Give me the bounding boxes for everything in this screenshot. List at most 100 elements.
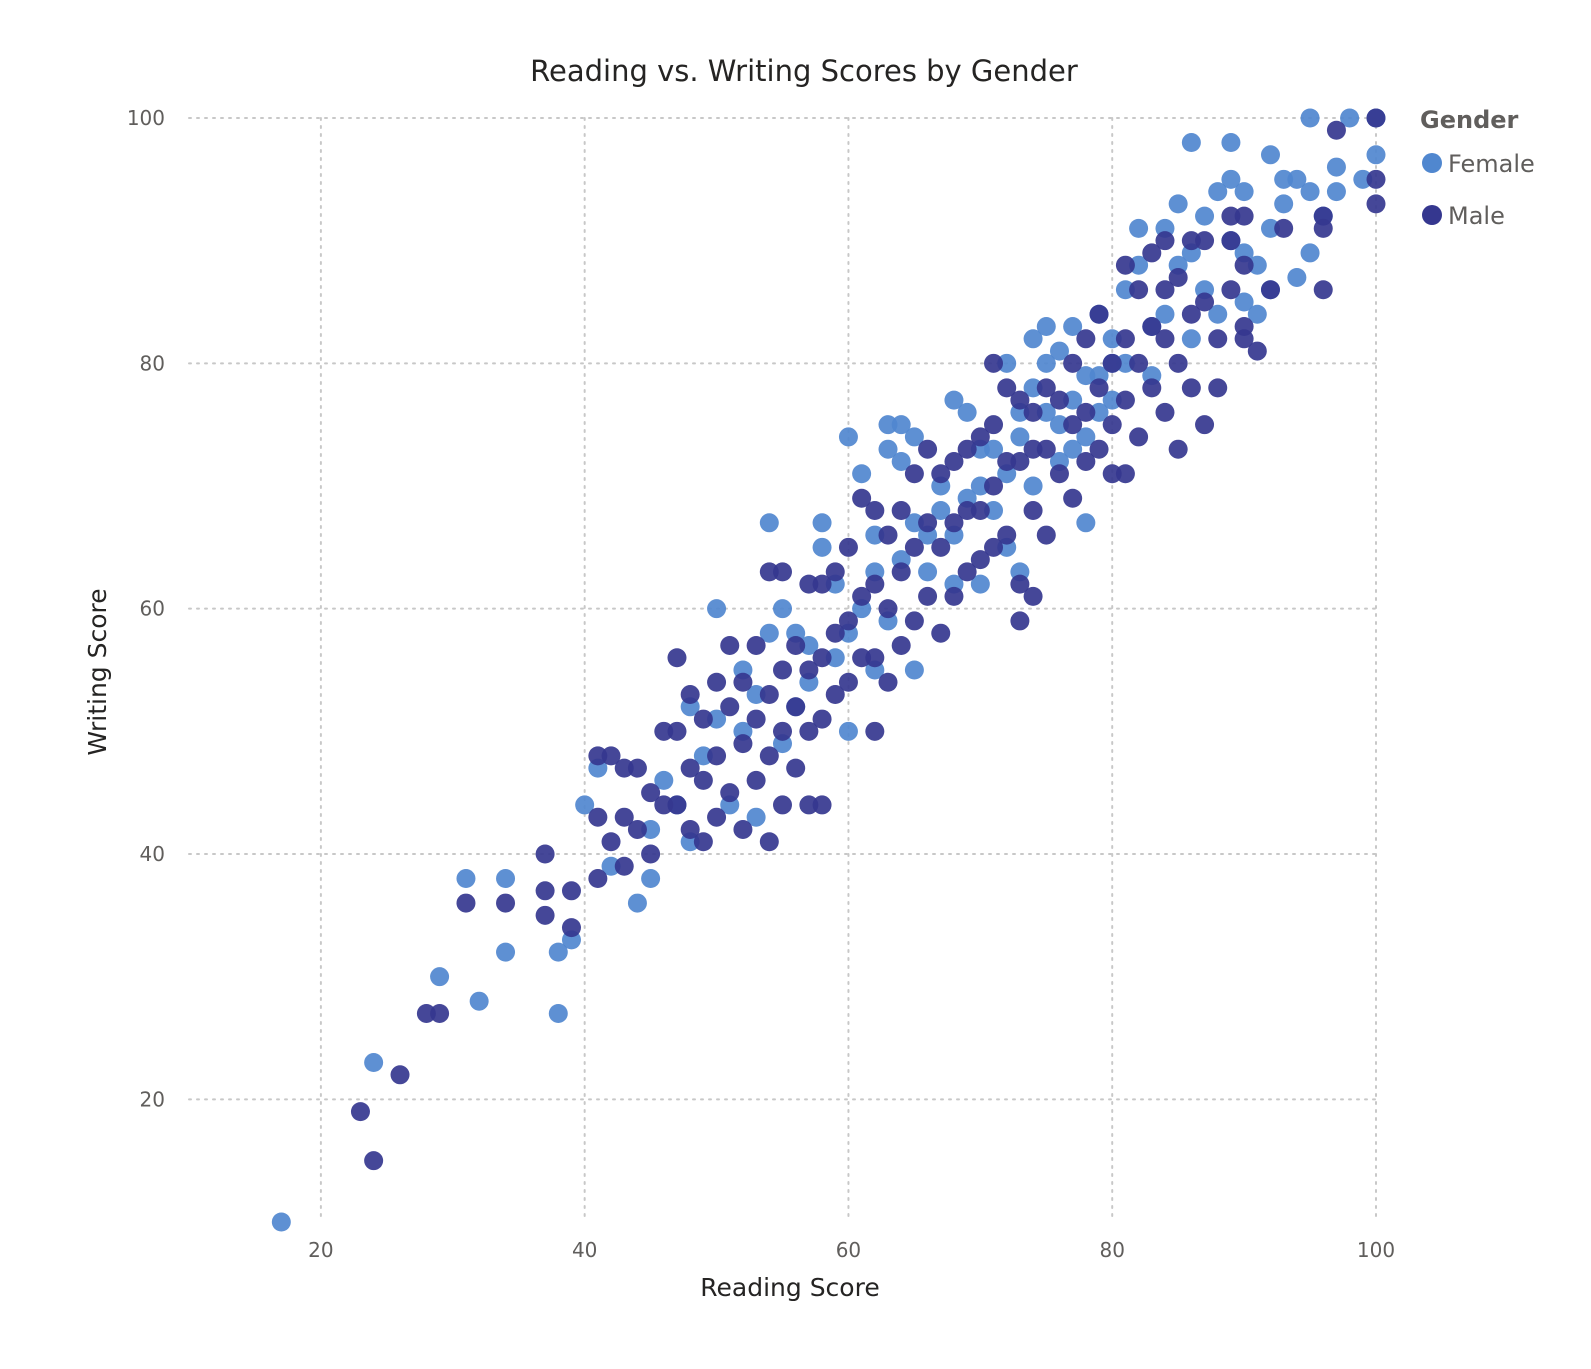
point-male <box>1115 329 1135 349</box>
point-male <box>759 832 779 852</box>
point-male <box>1155 280 1175 300</box>
point-female <box>812 537 832 557</box>
point-female <box>364 1053 384 1073</box>
point-female <box>1234 182 1254 202</box>
x-axis-title: Reading Score <box>700 1273 879 1302</box>
point-male <box>786 635 806 655</box>
point-male <box>1221 231 1241 251</box>
point-male <box>1010 390 1030 410</box>
point-female <box>904 427 924 447</box>
point-male <box>786 758 806 778</box>
point-female <box>1076 366 1096 386</box>
point-male <box>773 660 792 680</box>
point-female <box>852 464 872 484</box>
point-male <box>746 709 766 729</box>
data-points <box>271 108 1386 1232</box>
point-male <box>773 721 792 741</box>
point-male <box>970 427 990 447</box>
point-female <box>1049 341 1069 361</box>
point-female <box>1300 182 1320 202</box>
point-male <box>1221 280 1241 300</box>
point-male <box>1234 206 1254 226</box>
point-female <box>1036 353 1056 373</box>
point-male <box>1155 231 1175 251</box>
point-female <box>838 721 858 741</box>
point-male <box>561 918 581 938</box>
point-male <box>416 1003 436 1023</box>
point-female <box>1208 182 1228 202</box>
point-male <box>865 721 885 741</box>
point-male <box>759 685 779 705</box>
point-female <box>759 513 779 533</box>
point-male <box>1063 488 1083 508</box>
point-male <box>878 525 898 545</box>
point-male <box>1208 378 1228 398</box>
point-female <box>984 439 1004 459</box>
point-male <box>838 537 858 557</box>
chart-title: Reading vs. Writing Scores by Gender <box>530 54 1078 88</box>
point-male <box>733 734 753 754</box>
point-male <box>1115 255 1135 275</box>
legend-label-male: Male <box>1448 202 1505 230</box>
y-tick-label: 40 <box>140 842 165 866</box>
point-male <box>904 464 924 484</box>
point-male <box>918 439 938 459</box>
point-male <box>1142 378 1162 398</box>
point-female <box>1036 402 1056 422</box>
point-female <box>746 807 766 827</box>
point-female <box>1115 353 1135 373</box>
y-tick-label: 100 <box>127 106 165 130</box>
point-male <box>535 881 555 901</box>
point-female <box>1089 402 1109 422</box>
point-female <box>1287 169 1307 189</box>
point-male <box>1181 304 1201 324</box>
point-male <box>667 795 687 815</box>
point-male <box>1089 439 1109 459</box>
point-male <box>496 893 516 913</box>
point-male <box>852 648 872 668</box>
point-female <box>1023 329 1043 349</box>
point-female <box>1181 133 1201 153</box>
point-male <box>601 746 621 766</box>
x-tick-label: 60 <box>836 1238 861 1262</box>
point-male <box>878 672 898 692</box>
point-female <box>1300 108 1320 128</box>
point-male <box>1036 378 1056 398</box>
point-female <box>878 439 898 459</box>
x-axis-ticks: 20 40 60 80 100 <box>308 1238 1395 1262</box>
point-male <box>1129 280 1149 300</box>
y-tick-label: 80 <box>140 351 165 375</box>
point-male <box>733 672 753 692</box>
point-male <box>680 685 700 705</box>
point-female <box>918 562 938 582</box>
point-male <box>720 697 740 717</box>
point-male <box>1063 353 1083 373</box>
point-female <box>1102 390 1122 410</box>
point-female <box>430 967 450 987</box>
point-male <box>1076 329 1096 349</box>
x-tick-label: 100 <box>1357 1238 1395 1262</box>
point-male <box>918 586 938 606</box>
point-female <box>1076 513 1096 533</box>
point-female <box>1063 439 1083 459</box>
point-female <box>1353 169 1373 189</box>
point-female <box>970 574 990 594</box>
point-male <box>799 795 819 815</box>
x-tick-label: 20 <box>308 1238 333 1262</box>
point-female <box>1049 415 1069 435</box>
point-female <box>904 513 924 533</box>
point-female <box>1010 427 1030 447</box>
point-male <box>1036 439 1056 459</box>
point-male <box>891 562 911 582</box>
point-male <box>1221 206 1241 226</box>
point-male <box>693 770 713 790</box>
point-male <box>931 623 951 643</box>
point-male <box>865 574 885 594</box>
point-female <box>469 991 489 1011</box>
point-female <box>746 685 766 705</box>
x-tick-label: 80 <box>1099 1238 1124 1262</box>
point-male <box>984 537 1004 557</box>
point-female <box>1247 304 1267 324</box>
point-female <box>548 942 568 962</box>
point-female <box>1274 169 1294 189</box>
